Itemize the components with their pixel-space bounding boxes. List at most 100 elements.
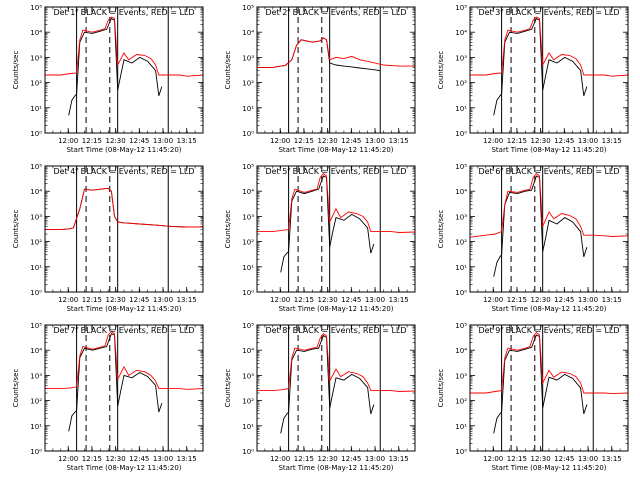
series-line-events <box>68 333 163 432</box>
x-axis-title: Start Time (08-May-12 11:45:20) <box>66 146 181 154</box>
y-tick-label: 10⁰ <box>30 448 42 456</box>
y-axis-title: Counts/sec <box>224 369 232 408</box>
y-tick-label: 10⁰ <box>30 289 42 297</box>
y-tick-label: 10⁵ <box>455 322 467 330</box>
panel-title: Det 9f BLACK = Events, RED = LLD <box>478 326 619 335</box>
x-tick-label: 13:15 <box>602 455 622 463</box>
x-tick-label: 13:00 <box>365 137 385 145</box>
y-tick-label: 10² <box>30 80 42 88</box>
panel: 10⁰ 10¹ 10² 10³ 10⁴ 10⁵ 12:00 12:15 12:30 12:45 13… <box>224 322 416 472</box>
series-line-lld <box>45 330 204 390</box>
y-axis-title: Counts/sec <box>12 51 20 90</box>
panel-title: Det 4f BLACK = Events, RED = LLD <box>53 167 194 176</box>
y-axis-title: Counts/sec <box>437 369 445 408</box>
x-tick-label: 12:00 <box>483 296 503 304</box>
x-tick-label: 12:00 <box>483 455 503 463</box>
series-line-events <box>493 17 588 116</box>
x-tick-label: 12:00 <box>270 455 290 463</box>
x-tick-label: 12:30 <box>530 137 550 145</box>
x-tick-label: 12:15 <box>507 455 527 463</box>
y-tick-label: 10² <box>455 80 467 88</box>
x-tick-label: 13:00 <box>578 455 598 463</box>
x-tick-label: 12:15 <box>507 137 527 145</box>
y-tick-label: 10² <box>242 398 254 406</box>
y-tick-label: 10⁰ <box>242 130 254 138</box>
x-tick-label: 13:15 <box>389 137 409 145</box>
x-tick-label: 12:45 <box>554 296 574 304</box>
y-tick-label: 10³ <box>455 372 467 380</box>
panel-title: Det 8f BLACK = Events, RED = LLD <box>265 326 406 335</box>
y-axis-title: Counts/sec <box>12 369 20 408</box>
panel: 10⁰ 10¹ 10² 10³ 10⁴ 10⁵ 12:00 12:15 12:30 12:45 13… <box>224 163 416 313</box>
y-tick-label: 10² <box>30 398 42 406</box>
x-tick-label: 12:15 <box>294 137 314 145</box>
panel: 10⁰ 10¹ 10² 10³ 10⁴ 10⁵ 12:00 12:15 12:30 12:45 13… <box>224 4 416 154</box>
plot-frame <box>469 6 629 134</box>
y-tick-label: 10⁵ <box>455 4 467 12</box>
x-tick-label: 12:45 <box>341 137 361 145</box>
y-tick-label: 10¹ <box>455 423 467 431</box>
panel-title: Det 6f BLACK = Events, RED = LLD <box>478 167 619 176</box>
x-tick-label: 13:00 <box>365 296 385 304</box>
y-tick-label: 10⁴ <box>242 347 254 355</box>
series-line-lld <box>470 16 629 77</box>
y-tick-label: 10⁴ <box>455 188 467 196</box>
x-tick-label: 12:00 <box>58 296 78 304</box>
panel: 10⁰ 10¹ 10² 10³ 10⁴ 10⁵ 12:00 12:15 12:30 12:45 13… <box>12 322 204 472</box>
x-tick-label: 12:45 <box>129 455 149 463</box>
x-axis-title: Start Time (08-May-12 11:45:20) <box>491 464 606 472</box>
y-axis-title: Counts/sec <box>437 210 445 249</box>
x-tick-label: 13:15 <box>177 455 197 463</box>
x-tick-label: 13:00 <box>153 296 173 304</box>
series-line-lld <box>45 16 204 77</box>
panel: 10⁰ 10¹ 10² 10³ 10⁴ 10⁵ 12:00 12:15 12:30 12:45 13… <box>437 4 629 154</box>
y-tick-label: 10¹ <box>455 105 467 113</box>
y-tick-label: 10⁴ <box>455 347 467 355</box>
plot-frame <box>256 6 416 134</box>
x-tick-label: 12:30 <box>530 296 550 304</box>
panel: 10⁰ 10¹ 10² 10³ 10⁴ 10⁵ 12:00 12:15 12:30 12:45 13… <box>437 322 629 472</box>
plot-frame <box>469 324 629 452</box>
y-tick-label: 10⁰ <box>455 289 467 297</box>
plot-frame <box>44 6 204 134</box>
y-tick-label: 10⁴ <box>455 29 467 37</box>
x-tick-label: 12:45 <box>129 137 149 145</box>
x-tick-label: 12:30 <box>317 296 337 304</box>
x-tick-label: 12:00 <box>270 296 290 304</box>
x-tick-label: 12:45 <box>341 455 361 463</box>
y-tick-label: 10⁵ <box>30 163 42 171</box>
panel: 10⁰ 10¹ 10² 10³ 10⁴ 10⁵ 12:00 12:15 12:30 12:45 13… <box>437 163 629 313</box>
x-axis-title: Start Time (08-May-12 11:45:20) <box>491 305 606 313</box>
y-tick-label: 10¹ <box>455 264 467 272</box>
plot-frame <box>256 165 416 293</box>
panel-title: Det 7f BLACK = Events, RED = LLD <box>53 326 194 335</box>
x-tick-label: 12:15 <box>507 296 527 304</box>
series-line-events <box>68 17 163 116</box>
x-tick-label: 13:00 <box>153 455 173 463</box>
series-line-lld <box>257 172 416 233</box>
y-tick-label: 10⁵ <box>242 4 254 12</box>
x-tick-label: 12:30 <box>105 137 125 145</box>
x-tick-label: 12:30 <box>317 137 337 145</box>
series-line-lld <box>45 187 203 231</box>
y-tick-label: 10³ <box>30 213 42 221</box>
x-tick-label: 12:00 <box>270 137 290 145</box>
x-tick-label: 12:45 <box>554 455 574 463</box>
y-tick-label: 10¹ <box>242 423 254 431</box>
y-tick-label: 10⁴ <box>30 29 42 37</box>
y-tick-label: 10⁵ <box>242 163 254 171</box>
plot-frame <box>256 324 416 452</box>
y-tick-label: 10⁵ <box>455 163 467 171</box>
x-tick-label: 12:30 <box>105 296 125 304</box>
y-tick-label: 10⁴ <box>30 188 42 196</box>
series-line-events <box>280 334 375 434</box>
y-tick-label: 10⁰ <box>455 448 467 456</box>
x-axis-title: Start Time (08-May-12 11:45:20) <box>278 305 393 313</box>
y-tick-label: 10⁵ <box>30 4 42 12</box>
y-tick-label: 10⁰ <box>455 130 467 138</box>
x-tick-label: 12:45 <box>341 296 361 304</box>
y-tick-label: 10³ <box>242 54 254 62</box>
x-tick-label: 12:15 <box>82 455 102 463</box>
